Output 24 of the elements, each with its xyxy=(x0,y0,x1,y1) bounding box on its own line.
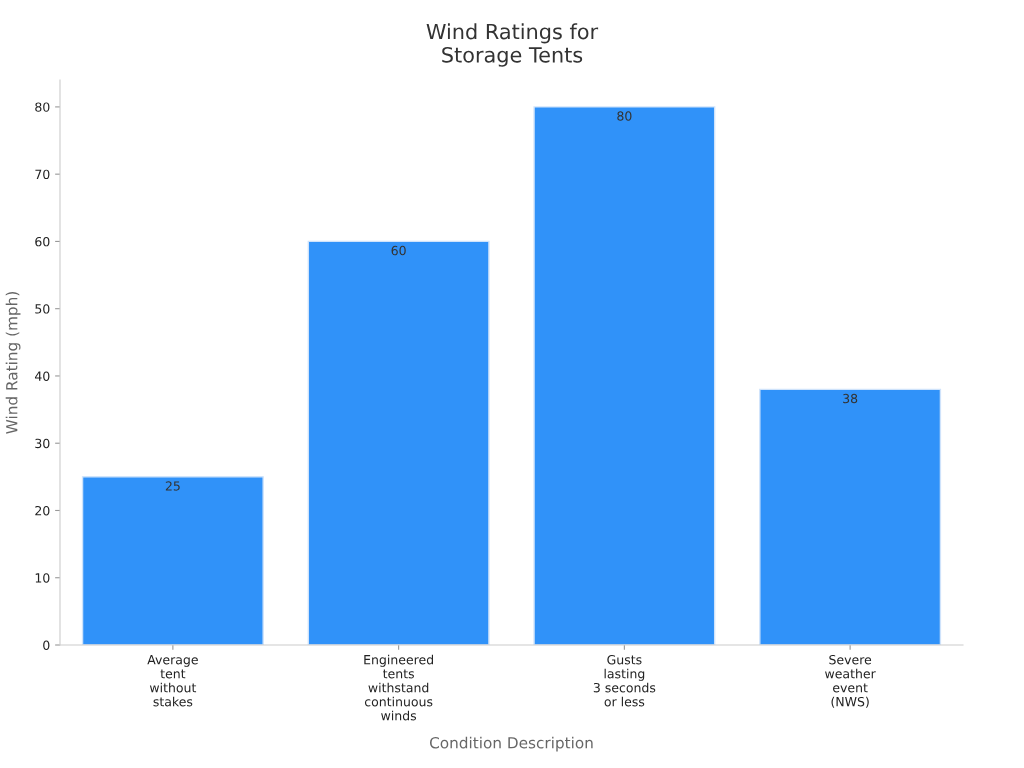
data-label: 25 xyxy=(165,481,180,491)
y-tick-label: 80 xyxy=(35,102,50,112)
x-axis-title: Condition Description xyxy=(429,736,593,752)
y-tick-label: 20 xyxy=(35,505,50,516)
data-label: 80 xyxy=(617,111,632,121)
chart-title: Wind Ratings for Storage Tents xyxy=(426,23,599,67)
y-tick-label: 60 xyxy=(35,236,50,247)
data-label: 60 xyxy=(391,245,406,256)
bar xyxy=(307,240,490,645)
y-tick-label: 50 xyxy=(35,304,50,314)
y-axis-title: Wind Rating (mph) xyxy=(5,292,21,434)
bar xyxy=(759,388,942,645)
y-tick-label: 10 xyxy=(35,573,50,583)
data-label: 38 xyxy=(843,393,858,404)
x-tick-label: Severe weather event (NWS) xyxy=(825,654,876,708)
y-tick-label: 0 xyxy=(43,640,50,650)
x-tick-label: Average tent without stakes xyxy=(147,655,198,707)
x-tick-label: Gusts lasting 3 seconds or less xyxy=(593,654,656,707)
x-tick-label: Engineered tents withstand continuous winds xyxy=(364,654,433,721)
y-tick-label: 70 xyxy=(35,169,50,180)
bar xyxy=(533,106,716,645)
y-tick-label: 40 xyxy=(34,371,50,381)
y-tick-label: 30 xyxy=(35,438,50,449)
bar xyxy=(81,476,264,645)
